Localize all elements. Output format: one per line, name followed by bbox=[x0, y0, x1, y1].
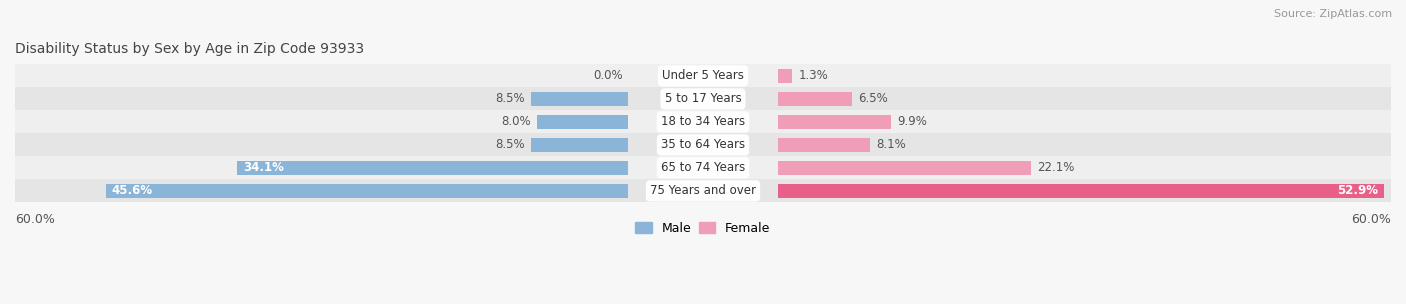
Bar bbox=[778, 92, 852, 105]
Bar bbox=[778, 115, 891, 129]
Text: 6.5%: 6.5% bbox=[858, 92, 887, 105]
Bar bbox=[15, 156, 1391, 179]
Bar bbox=[531, 138, 628, 152]
Text: 5 to 17 Years: 5 to 17 Years bbox=[665, 92, 741, 105]
Text: 60.0%: 60.0% bbox=[15, 213, 55, 226]
Text: 65 to 74 Years: 65 to 74 Years bbox=[661, 161, 745, 174]
Text: 8.5%: 8.5% bbox=[496, 138, 526, 151]
Bar bbox=[531, 92, 628, 105]
Text: 0.0%: 0.0% bbox=[593, 69, 623, 82]
Bar bbox=[15, 64, 1391, 88]
Bar bbox=[15, 110, 1391, 133]
Text: Under 5 Years: Under 5 Years bbox=[662, 69, 744, 82]
Text: 75 Years and over: 75 Years and over bbox=[650, 184, 756, 197]
Text: 9.9%: 9.9% bbox=[897, 116, 927, 128]
Text: 35 to 64 Years: 35 to 64 Years bbox=[661, 138, 745, 151]
Text: 22.1%: 22.1% bbox=[1036, 161, 1074, 174]
Text: 34.1%: 34.1% bbox=[243, 161, 284, 174]
Bar bbox=[778, 161, 1031, 174]
Text: 8.1%: 8.1% bbox=[876, 138, 905, 151]
Bar bbox=[15, 88, 1391, 110]
Text: 45.6%: 45.6% bbox=[111, 184, 152, 197]
Legend: Male, Female: Male, Female bbox=[636, 222, 770, 235]
Bar bbox=[15, 179, 1391, 202]
Text: 18 to 34 Years: 18 to 34 Years bbox=[661, 116, 745, 128]
Bar bbox=[778, 69, 793, 83]
Bar bbox=[778, 184, 1384, 198]
Bar bbox=[105, 184, 628, 198]
Text: 52.9%: 52.9% bbox=[1337, 184, 1378, 197]
Text: 8.5%: 8.5% bbox=[496, 92, 526, 105]
Bar bbox=[537, 115, 628, 129]
Text: 1.3%: 1.3% bbox=[799, 69, 828, 82]
Bar bbox=[15, 133, 1391, 156]
Bar bbox=[238, 161, 628, 174]
Text: 60.0%: 60.0% bbox=[1351, 213, 1391, 226]
Text: 8.0%: 8.0% bbox=[502, 116, 531, 128]
Text: Source: ZipAtlas.com: Source: ZipAtlas.com bbox=[1274, 9, 1392, 19]
Text: Disability Status by Sex by Age in Zip Code 93933: Disability Status by Sex by Age in Zip C… bbox=[15, 42, 364, 56]
Bar bbox=[778, 138, 870, 152]
